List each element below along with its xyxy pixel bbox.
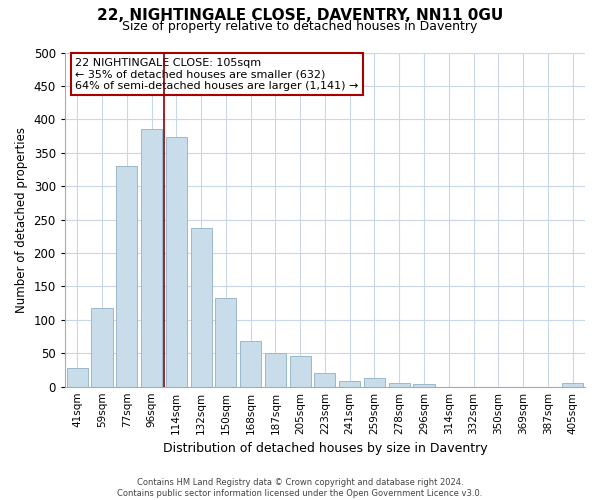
Text: Contains HM Land Registry data © Crown copyright and database right 2024.
Contai: Contains HM Land Registry data © Crown c…: [118, 478, 482, 498]
Bar: [67, 368, 88, 386]
Bar: [91, 308, 113, 386]
Bar: [290, 356, 311, 386]
Bar: [562, 384, 583, 386]
Text: Size of property relative to detached houses in Daventry: Size of property relative to detached ho…: [122, 20, 478, 33]
Bar: [265, 354, 286, 386]
Bar: [413, 384, 434, 386]
Text: 22, NIGHTINGALE CLOSE, DAVENTRY, NN11 0GU: 22, NIGHTINGALE CLOSE, DAVENTRY, NN11 0G…: [97, 8, 503, 22]
Y-axis label: Number of detached properties: Number of detached properties: [15, 126, 28, 312]
Bar: [166, 138, 187, 386]
Bar: [116, 166, 137, 386]
Bar: [389, 384, 410, 386]
Bar: [339, 382, 360, 386]
Bar: [191, 228, 212, 386]
Bar: [314, 374, 335, 386]
X-axis label: Distribution of detached houses by size in Daventry: Distribution of detached houses by size …: [163, 442, 487, 455]
Bar: [240, 341, 261, 386]
Bar: [364, 378, 385, 386]
Bar: [215, 298, 236, 386]
Bar: [141, 130, 162, 386]
Text: 22 NIGHTINGALE CLOSE: 105sqm
← 35% of detached houses are smaller (632)
64% of s: 22 NIGHTINGALE CLOSE: 105sqm ← 35% of de…: [75, 58, 359, 90]
